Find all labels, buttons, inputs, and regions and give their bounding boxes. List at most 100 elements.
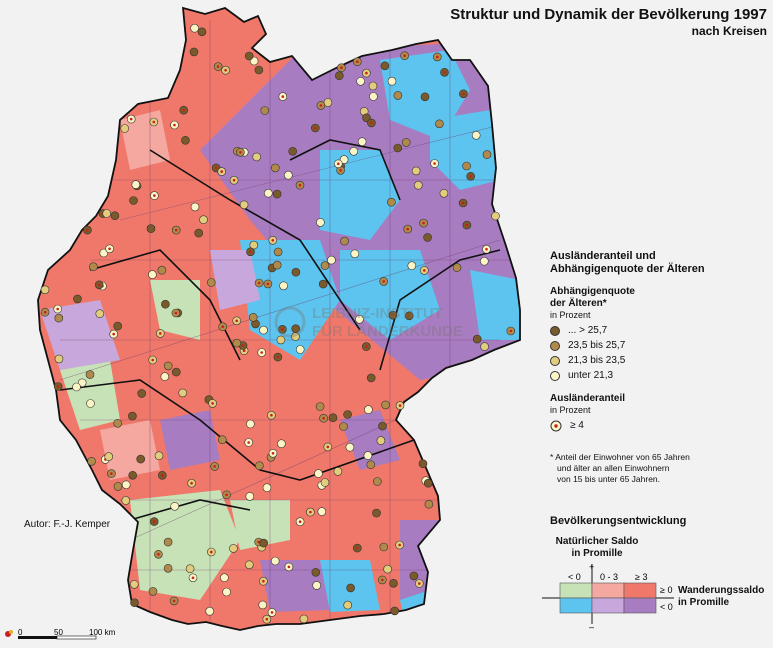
matrix-plus: + [589, 562, 594, 572]
district-dot [356, 77, 365, 86]
matrix-cell-neg-high [623, 597, 657, 614]
foreigner-marker [423, 269, 426, 272]
foreigner-marker [235, 319, 238, 323]
district-dot [462, 161, 471, 171]
foreigner-marker [182, 108, 185, 112]
foreigner-marker [270, 413, 273, 417]
district-dot [254, 65, 264, 75]
scale-label-50: 50 [54, 628, 63, 637]
district-dot [355, 314, 364, 324]
district-dot [327, 255, 336, 265]
district-dot [357, 137, 367, 146]
district-dot [178, 388, 187, 398]
foreigner-marker [247, 441, 250, 444]
district-dot [89, 262, 98, 272]
matrix-cell-pos-mid [591, 582, 625, 599]
foreigner-marker [221, 325, 224, 329]
district-dot [229, 544, 238, 553]
foreigner-marker [365, 345, 368, 348]
foreigner-marker [322, 416, 325, 420]
district-dot [363, 451, 373, 460]
district-dot [54, 313, 64, 323]
footnote-line2: und älter an allen Einwohnern [557, 463, 670, 473]
district-dot [480, 342, 489, 351]
district-dot [232, 338, 242, 348]
foreigner-marker [403, 54, 406, 57]
district-dot [393, 143, 403, 153]
district-dot [205, 606, 214, 616]
foreigner-marker [271, 452, 275, 455]
district-dot [345, 442, 355, 452]
district-dot [388, 310, 398, 320]
migration-line1: Wanderungssaldo [678, 585, 765, 596]
foreigner-marker [173, 123, 176, 127]
foreigner-marker [406, 227, 410, 231]
district-dot [258, 600, 268, 610]
district-dot [435, 119, 444, 129]
footnote: * Anteil der Einwohner von 65 Jahren und… [550, 452, 750, 485]
district-dot [407, 261, 417, 271]
page-subtitle: nach Kreisen [691, 24, 767, 38]
district-dot [295, 345, 305, 354]
district-dot [104, 452, 113, 461]
district-dot [160, 372, 170, 381]
district-dot [379, 542, 389, 552]
district-dot [387, 197, 396, 207]
dependency-title-line1: Abhängigenquote [550, 286, 635, 297]
district-dot [283, 170, 293, 180]
district-dot [424, 499, 434, 509]
foreigner-marker [382, 280, 386, 283]
district-dot [369, 92, 378, 101]
foreigner-marker [340, 66, 343, 69]
district-dot [423, 478, 433, 488]
district-dot [120, 124, 129, 133]
district-dot [170, 501, 179, 511]
district-dot [291, 324, 301, 334]
district-dot [472, 334, 482, 344]
district-dot [262, 483, 272, 493]
foreigner-marker [191, 576, 195, 580]
district-dot [270, 163, 280, 173]
district-dot [121, 496, 131, 505]
foreigner-marker [462, 92, 465, 96]
foreigner-marker [211, 402, 214, 405]
district-dot [259, 538, 269, 548]
foreigner-marker [257, 281, 261, 285]
district-dot [260, 106, 270, 115]
district-dot [401, 138, 411, 147]
natural-line1: Natürlicher Saldo [555, 536, 639, 547]
foreigner-marker [190, 481, 193, 485]
nat-class-2: 0 - 3 [600, 572, 618, 582]
district-dot [423, 233, 432, 242]
foreigner-marker [287, 565, 291, 569]
district-dot [317, 507, 327, 516]
district-dot [288, 147, 298, 156]
district-dot [113, 418, 122, 428]
district-dot [129, 196, 138, 205]
foreigner-marker [509, 329, 513, 333]
dependency-unit: in Prozent [550, 310, 591, 320]
foreigner-marker [153, 194, 156, 197]
foreigner-marker [271, 239, 275, 242]
district-dot [312, 581, 322, 590]
district-dot [87, 456, 96, 466]
district-dot [349, 147, 359, 156]
foreigner-marker [443, 71, 446, 74]
district-dot [197, 27, 207, 37]
foreigner-marker [242, 349, 246, 353]
foreigner-marker [339, 169, 342, 172]
foreigner-marker [161, 474, 164, 477]
district-dot [320, 478, 330, 487]
foreigners-class: ≥ 4 [550, 418, 765, 433]
foreigner-marker [220, 170, 223, 173]
district-dot [411, 166, 421, 176]
foreigner-marker [433, 162, 436, 165]
district-dot [320, 261, 330, 270]
district-dot [245, 492, 255, 501]
district-dot [86, 399, 95, 408]
scale-bar: 0 50 100 km [5, 628, 116, 640]
district-dot [190, 202, 200, 212]
foreigner-marker [461, 201, 465, 205]
district-dot [381, 400, 390, 410]
district-dot [404, 311, 414, 321]
